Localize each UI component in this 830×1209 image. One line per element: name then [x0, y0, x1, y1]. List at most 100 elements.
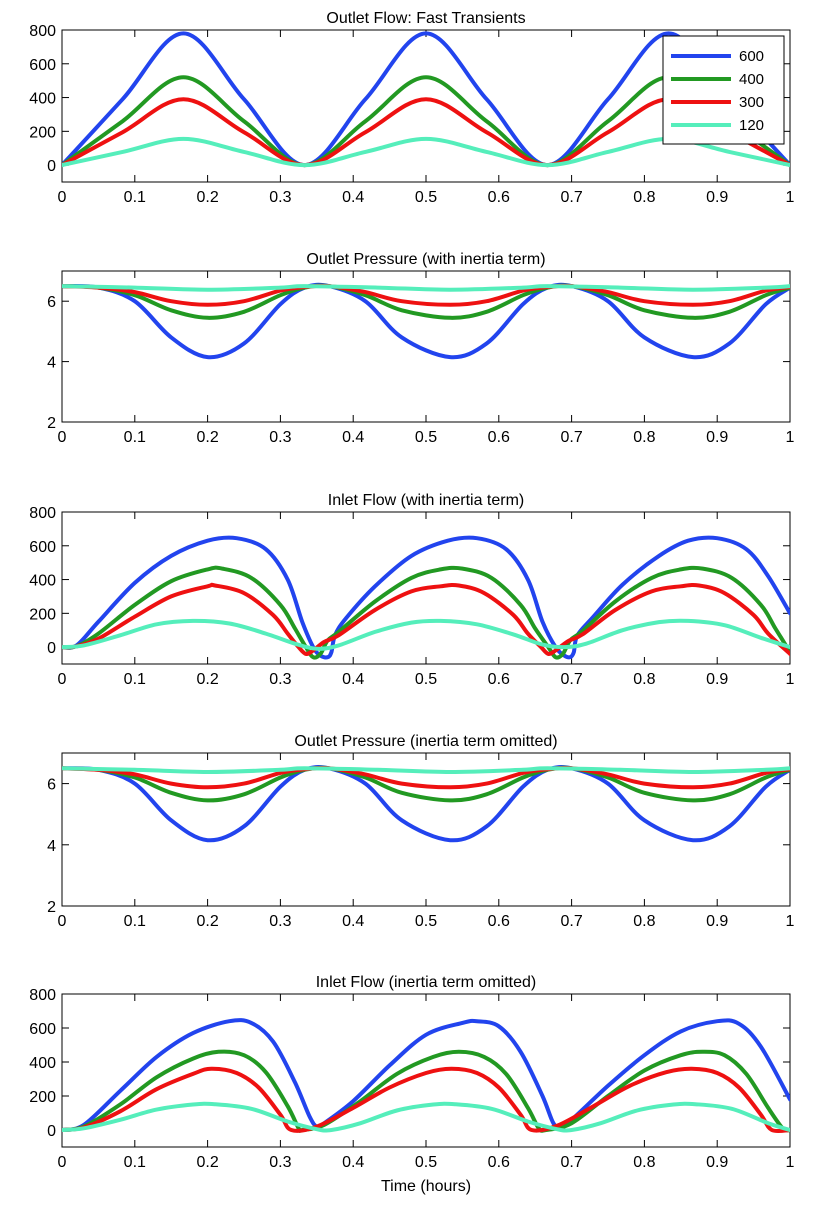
- chart-panel-1: Outlet Flow: Fast Transients 0 0.1 0.2 0.3 0.…: [29, 10, 794, 206]
- x-tick-label: 0.8: [633, 429, 655, 446]
- legend-label: 300: [739, 94, 764, 111]
- x-tick-label: 0: [58, 671, 67, 688]
- x-tick-label: 0.2: [196, 1154, 218, 1171]
- series-line-400: [62, 565, 790, 660]
- legend-box: [662, 35, 785, 145]
- x-tick-label: 0: [58, 429, 67, 446]
- series-line-400: [62, 283, 790, 320]
- y-tick-label: 4: [47, 838, 56, 855]
- y-tick-label: 800: [29, 23, 56, 40]
- series-line-120: [62, 284, 790, 292]
- x-tick-label: 0.2: [196, 913, 218, 930]
- chart-panel-4: Outlet Pressure (inertia term omitted) 0 0…: [47, 733, 794, 930]
- x-tick-label: 0.4: [342, 1154, 364, 1171]
- y-tick-label: 0: [47, 158, 56, 175]
- series-line-300: [62, 765, 790, 790]
- series-line-600: [62, 31, 790, 168]
- chart-title: Inlet Flow (with inertia term): [328, 492, 525, 509]
- x-tick-label: 0.1: [124, 429, 146, 446]
- chart-panel-2: Outlet Pressure (with inertia term) 0 0.1 0…: [47, 251, 794, 446]
- y-tick-label: 800: [29, 505, 56, 522]
- series-line-120: [62, 1101, 790, 1133]
- x-tick-label: 0.6: [488, 429, 510, 446]
- x-tick-label: 0.9: [706, 671, 728, 688]
- y-tick-label: 6: [47, 294, 56, 311]
- x-tick-label: 0.5: [415, 1154, 437, 1171]
- series-line-120: [62, 618, 790, 651]
- y-tick-label: 200: [29, 1089, 56, 1106]
- x-tick-label: 0.7: [560, 913, 582, 930]
- legend-label: 400: [739, 71, 764, 88]
- series-line-600: [62, 282, 790, 360]
- x-tick-label: 0.1: [124, 671, 146, 688]
- x-tick-label: 1: [786, 429, 795, 446]
- y-tick-label: 800: [29, 987, 56, 1004]
- x-tick-label: 0: [58, 189, 67, 206]
- x-tick-label: 0.3: [269, 671, 291, 688]
- x-tick-label: 0.8: [633, 1154, 655, 1171]
- x-tick-label: 0.3: [269, 913, 291, 930]
- y-tick-label: 400: [29, 91, 56, 108]
- plot-frame: [61, 270, 791, 423]
- legend-label: 120: [739, 117, 764, 134]
- x-tick-label: 0.7: [560, 429, 582, 446]
- y-tick-label: 0: [47, 640, 56, 657]
- x-tick-label: 0.2: [196, 189, 218, 206]
- series-line-600: [62, 1018, 790, 1132]
- series-line-400: [62, 765, 790, 803]
- x-tick-label: 0.6: [488, 189, 510, 206]
- chart-title: Inlet Flow (inertia term omitted): [316, 974, 537, 991]
- chart-panel-5: Inlet Flow (inertia term omitted) 0 0.1 0.2…: [29, 974, 794, 1195]
- x-tick-label: 0.5: [415, 913, 437, 930]
- series-line-400: [62, 1049, 790, 1133]
- chart-title: Outlet Pressure (inertia term omitted): [294, 733, 557, 750]
- x-tick-label: 1: [786, 1154, 795, 1171]
- series-line-120: [62, 766, 790, 774]
- x-tick-label: 0: [58, 1154, 67, 1171]
- y-tick-label: 600: [29, 1021, 56, 1038]
- x-tick-label: 0.7: [560, 671, 582, 688]
- series-line-300: [62, 1066, 790, 1134]
- y-tick-label: 400: [29, 1055, 56, 1072]
- chart-title: Outlet Flow: Fast Transients: [326, 10, 525, 27]
- x-tick-label: 0.6: [488, 671, 510, 688]
- x-tick-label: 0.2: [196, 429, 218, 446]
- y-tick-label: 200: [29, 606, 56, 623]
- x-tick-label: 0.8: [633, 671, 655, 688]
- y-tick-label: 600: [29, 57, 56, 74]
- x-tick-label: 0.4: [342, 671, 364, 688]
- chart-title: Outlet Pressure (with inertia term): [306, 251, 545, 268]
- series-line-300: [62, 582, 790, 656]
- x-tick-label: 0.3: [269, 189, 291, 206]
- x-tick-label: 0.8: [633, 913, 655, 930]
- legend: 600 400 300 120: [662, 35, 785, 145]
- x-tick-label: 0.9: [706, 429, 728, 446]
- x-tick-label: 0.3: [269, 1154, 291, 1171]
- x-tick-label: 0.9: [706, 189, 728, 206]
- x-tick-label: 1: [786, 189, 795, 206]
- y-tick-label: 6: [47, 777, 56, 794]
- y-tick-label: 400: [29, 573, 56, 590]
- y-tick-label: 4: [47, 355, 56, 372]
- x-tick-label: 0: [58, 913, 67, 930]
- series-line-600: [62, 764, 790, 843]
- legend-label: 600: [739, 48, 764, 65]
- x-tick-label: 0.7: [560, 1154, 582, 1171]
- x-tick-label: 0.4: [342, 189, 364, 206]
- x-tick-label: 0.5: [415, 671, 437, 688]
- x-tick-label: 0.9: [706, 913, 728, 930]
- plot-frame: [61, 752, 791, 907]
- x-tick-label: 0.5: [415, 429, 437, 446]
- x-tick-label: 1: [786, 913, 795, 930]
- x-tick-label: 0.5: [415, 189, 437, 206]
- x-tick-label: 0.9: [706, 1154, 728, 1171]
- x-axis-label: Time (hours): [381, 1178, 471, 1195]
- y-tick-label: 600: [29, 539, 56, 556]
- y-tick-label: 2: [47, 899, 56, 916]
- x-tick-label: 0.6: [488, 1154, 510, 1171]
- x-tick-label: 0.8: [633, 189, 655, 206]
- y-tick-label: 0: [47, 1123, 56, 1140]
- y-tick-label: 200: [29, 124, 56, 141]
- x-tick-label: 0.1: [124, 913, 146, 930]
